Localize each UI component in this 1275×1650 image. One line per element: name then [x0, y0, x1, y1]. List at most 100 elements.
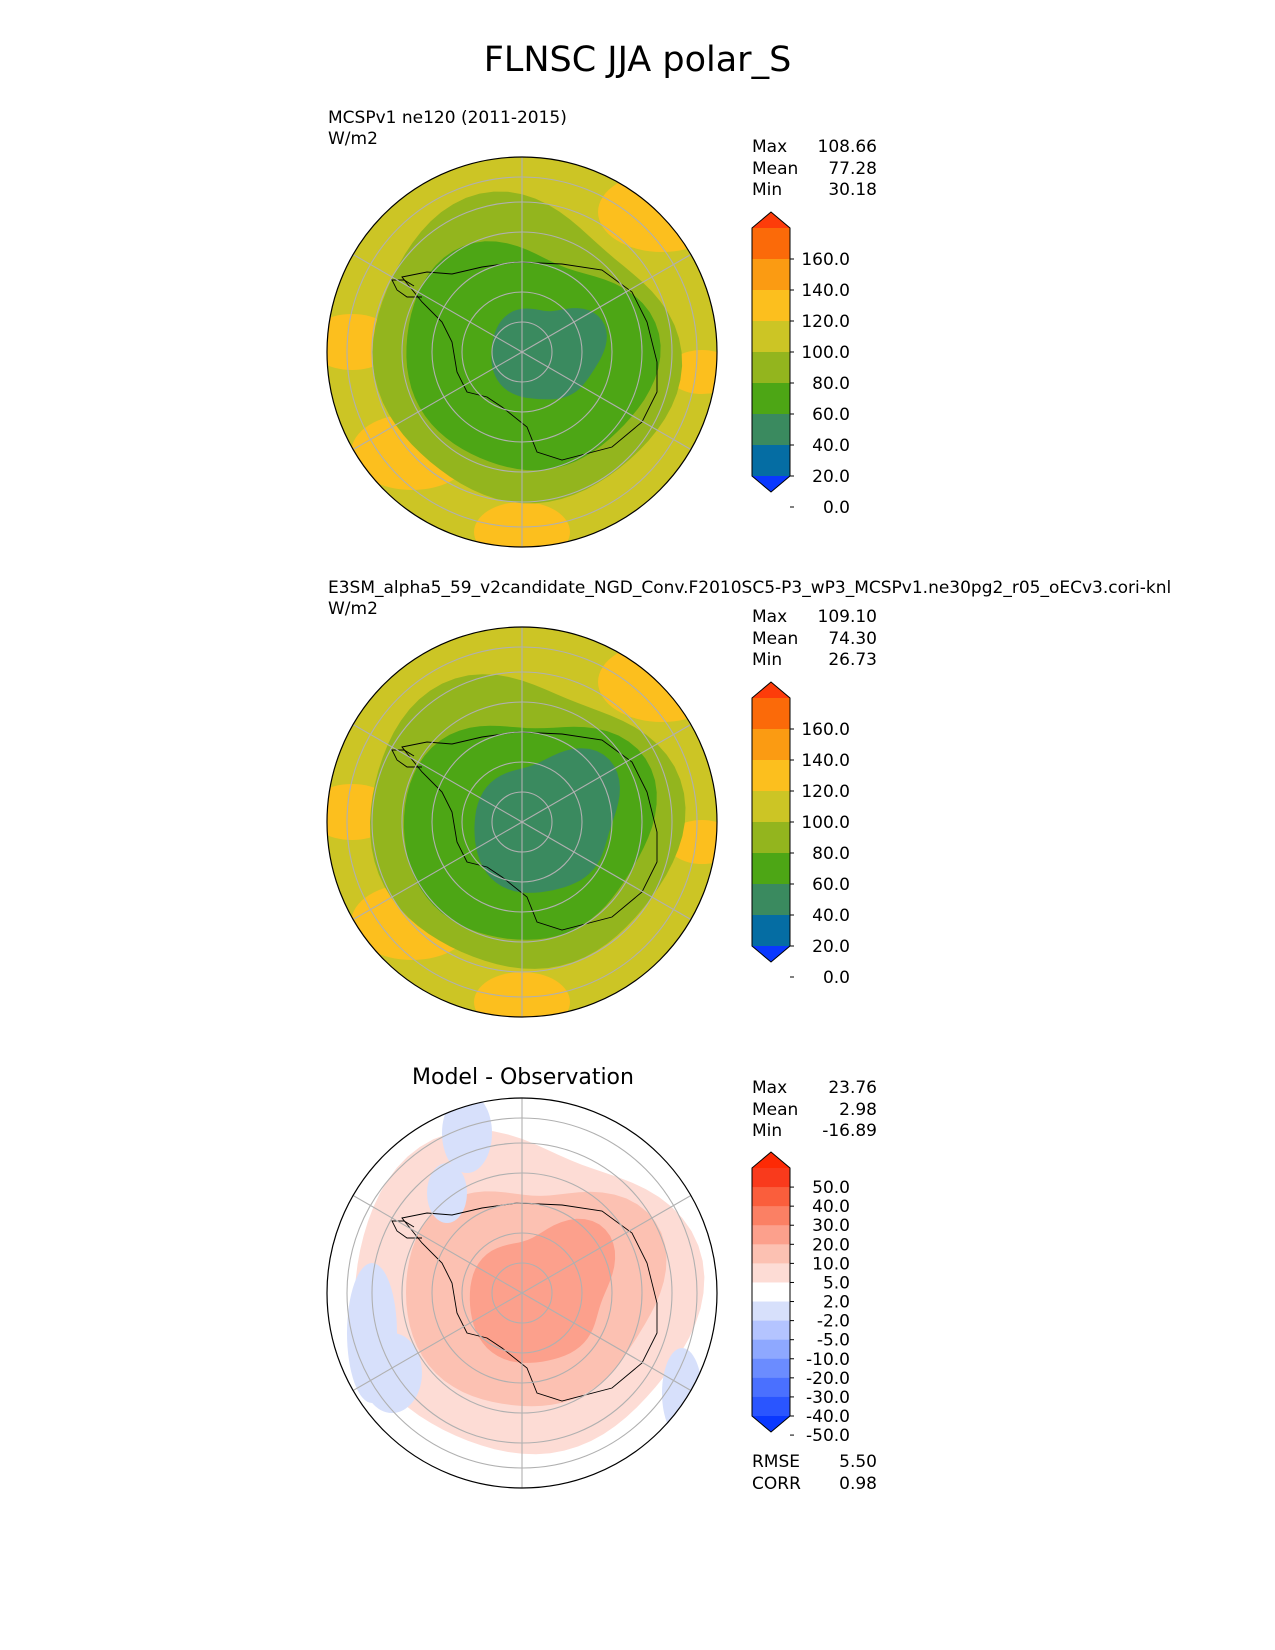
colorbar-segment — [752, 1263, 790, 1283]
stat-value-mean: 77.28 — [828, 158, 877, 179]
stat-label-min: Min — [752, 1121, 783, 1141]
colorbar-tick-label: 80.0 — [812, 374, 850, 394]
meridian-line — [521, 254, 692, 353]
stat-value-max: 23.76 — [828, 1078, 877, 1098]
colorbar-tick-label: 60.0 — [812, 875, 850, 895]
field-patch-100-120 — [598, 642, 717, 722]
colorbar-segment — [752, 853, 790, 885]
stat-label-mean: Mean — [752, 1099, 799, 1120]
stat-value-corr: 0.98 — [839, 1473, 877, 1494]
colorbar-tick-label: 10.0 — [812, 1254, 850, 1274]
panel1-map — [326, 156, 718, 548]
colorbar-tick-label: -50.0 — [806, 1426, 850, 1446]
colorbar-tick-label: 120.0 — [801, 312, 850, 332]
colorbar-tick-label: -30.0 — [806, 1388, 850, 1408]
peninsula-coastline — [391, 279, 422, 298]
stat-label-rmse: RMSE — [752, 1452, 801, 1472]
panel3-metrics: RMSE 5.50 CORR 0.98 — [752, 1452, 877, 1495]
stat-value-max: 109.10 — [817, 607, 877, 627]
colorbar-tick-label: 160.0 — [801, 720, 850, 740]
panel2-colorbar: 160.0 140.0 120.0 100.0 80.0 60.0 40.0 20.0 0.0 — [751, 681, 850, 988]
colorbar-segment — [752, 321, 790, 353]
panel2-units: W/m2 — [328, 599, 378, 619]
colorbar-segment — [752, 414, 790, 446]
colorbar-segment — [752, 822, 790, 854]
colorbar-tick-label: 5.0 — [823, 1273, 850, 1293]
colorbar-tick-label: 20.0 — [812, 937, 850, 957]
stat-label-corr: CORR — [752, 1473, 801, 1494]
map-boundary — [326, 156, 718, 548]
diff-fill-10-20 — [469, 1218, 616, 1363]
field-fill-20-40 — [474, 748, 620, 893]
colorbar-tick-label: 100.0 — [801, 813, 850, 833]
panel1-title: MCSPv1 ne120 (2011-2015) W/m2 — [328, 108, 567, 150]
colorbar-segment — [752, 1377, 790, 1398]
colorbar-tick-label: 40.0 — [812, 906, 850, 926]
meridian-line — [521, 821, 692, 920]
stat-label-mean: Mean — [752, 158, 799, 179]
meridian-line — [352, 351, 523, 450]
colorbar-segment — [752, 259, 790, 291]
colorbar-tick-label: 50.0 — [812, 1178, 850, 1198]
stat-value-max: 108.66 — [817, 137, 877, 157]
panel1-model-name: MCSPv1 ne120 (2011-2015) — [328, 108, 567, 128]
colorbar-tick-label: 30.0 — [812, 1216, 850, 1236]
figure-title: FLNSC JJA polar_S — [483, 40, 792, 80]
colorbar-tick-label: 40.0 — [812, 436, 850, 456]
colorbar-segment — [752, 1320, 790, 1341]
panel1-stats: Max 108.66 Mean 77.28 Min 30.18 — [752, 137, 877, 202]
stat-value-min: 26.73 — [828, 650, 877, 670]
panel1-units: W/m2 — [328, 129, 378, 149]
colorbar-segment — [752, 352, 790, 384]
meridian-line — [352, 821, 523, 920]
colorbar-segment — [752, 1396, 790, 1417]
colorbar-tick-label: -10.0 — [806, 1350, 850, 1370]
field-patch-100-120 — [666, 820, 717, 864]
map-boundary — [326, 1097, 718, 1489]
colorbar-extend-min — [752, 1416, 790, 1432]
colorbar-tick-label: 80.0 — [812, 844, 850, 864]
colorbar-segment — [752, 383, 790, 415]
colorbar-tick-label: 120.0 — [801, 782, 850, 802]
panel2-model-name: E3SM_alpha5_59_v2candidate_NGD_Conv.F201… — [328, 578, 1172, 598]
colorbar-segment — [752, 290, 790, 322]
colorbar-tick-label: 20.0 — [812, 1235, 850, 1255]
stat-value-mean: 74.30 — [828, 628, 877, 649]
panel2-map — [326, 626, 718, 1018]
colorbar-segment — [752, 445, 790, 477]
meridian-line — [352, 1292, 523, 1391]
meridian-line — [352, 254, 523, 353]
colorbar-segment — [752, 1206, 790, 1226]
colorbar-tick-label: -20.0 — [806, 1369, 850, 1389]
colorbar-segment — [752, 1168, 790, 1188]
colorbar-segment — [752, 1225, 790, 1245]
stat-label-max: Max — [752, 1078, 788, 1098]
colorbar-tick-label: 100.0 — [801, 343, 850, 363]
colorbar-segment — [752, 791, 790, 823]
colorbar-tick-label: 2.0 — [823, 1293, 850, 1313]
colorbar-segment — [752, 729, 790, 761]
colorbar-tick-label: 40.0 — [812, 1197, 850, 1217]
map-boundary — [326, 626, 718, 1018]
meridian-line — [521, 724, 692, 823]
colorbar-segment — [752, 1339, 790, 1360]
colorbar-segment — [752, 228, 790, 260]
colorbar-extend-max — [752, 1152, 790, 1168]
colorbar-extend-min — [752, 476, 790, 492]
colorbar-segment — [752, 884, 790, 916]
panel3-title: Model - Observation — [412, 1065, 634, 1090]
panel3-colorbar: 50.040.030.020.010.05.02.0-2.0-5.0-10.0-… — [751, 1151, 850, 1446]
meridian-line — [352, 1195, 523, 1294]
colorbar-tick-label: 140.0 — [801, 751, 850, 771]
stat-label-max: Max — [752, 137, 788, 157]
colorbar-segment — [752, 698, 790, 730]
colorbar-tick-label: 0.0 — [823, 498, 850, 518]
colorbar-extend-max — [752, 212, 790, 228]
colorbar-segment — [752, 1301, 790, 1322]
colorbar-tick-label: -40.0 — [806, 1407, 850, 1427]
panel1-colorbar: 160.0 140.0 120.0 100.0 80.0 60.0 40.0 20.0 0.0 — [751, 211, 850, 518]
diff-patch-negative — [662, 1348, 702, 1438]
field-patch-100-120 — [666, 350, 717, 394]
panel3-stats: Max 23.76 Mean 2.98 Min -16.89 — [752, 1078, 877, 1143]
